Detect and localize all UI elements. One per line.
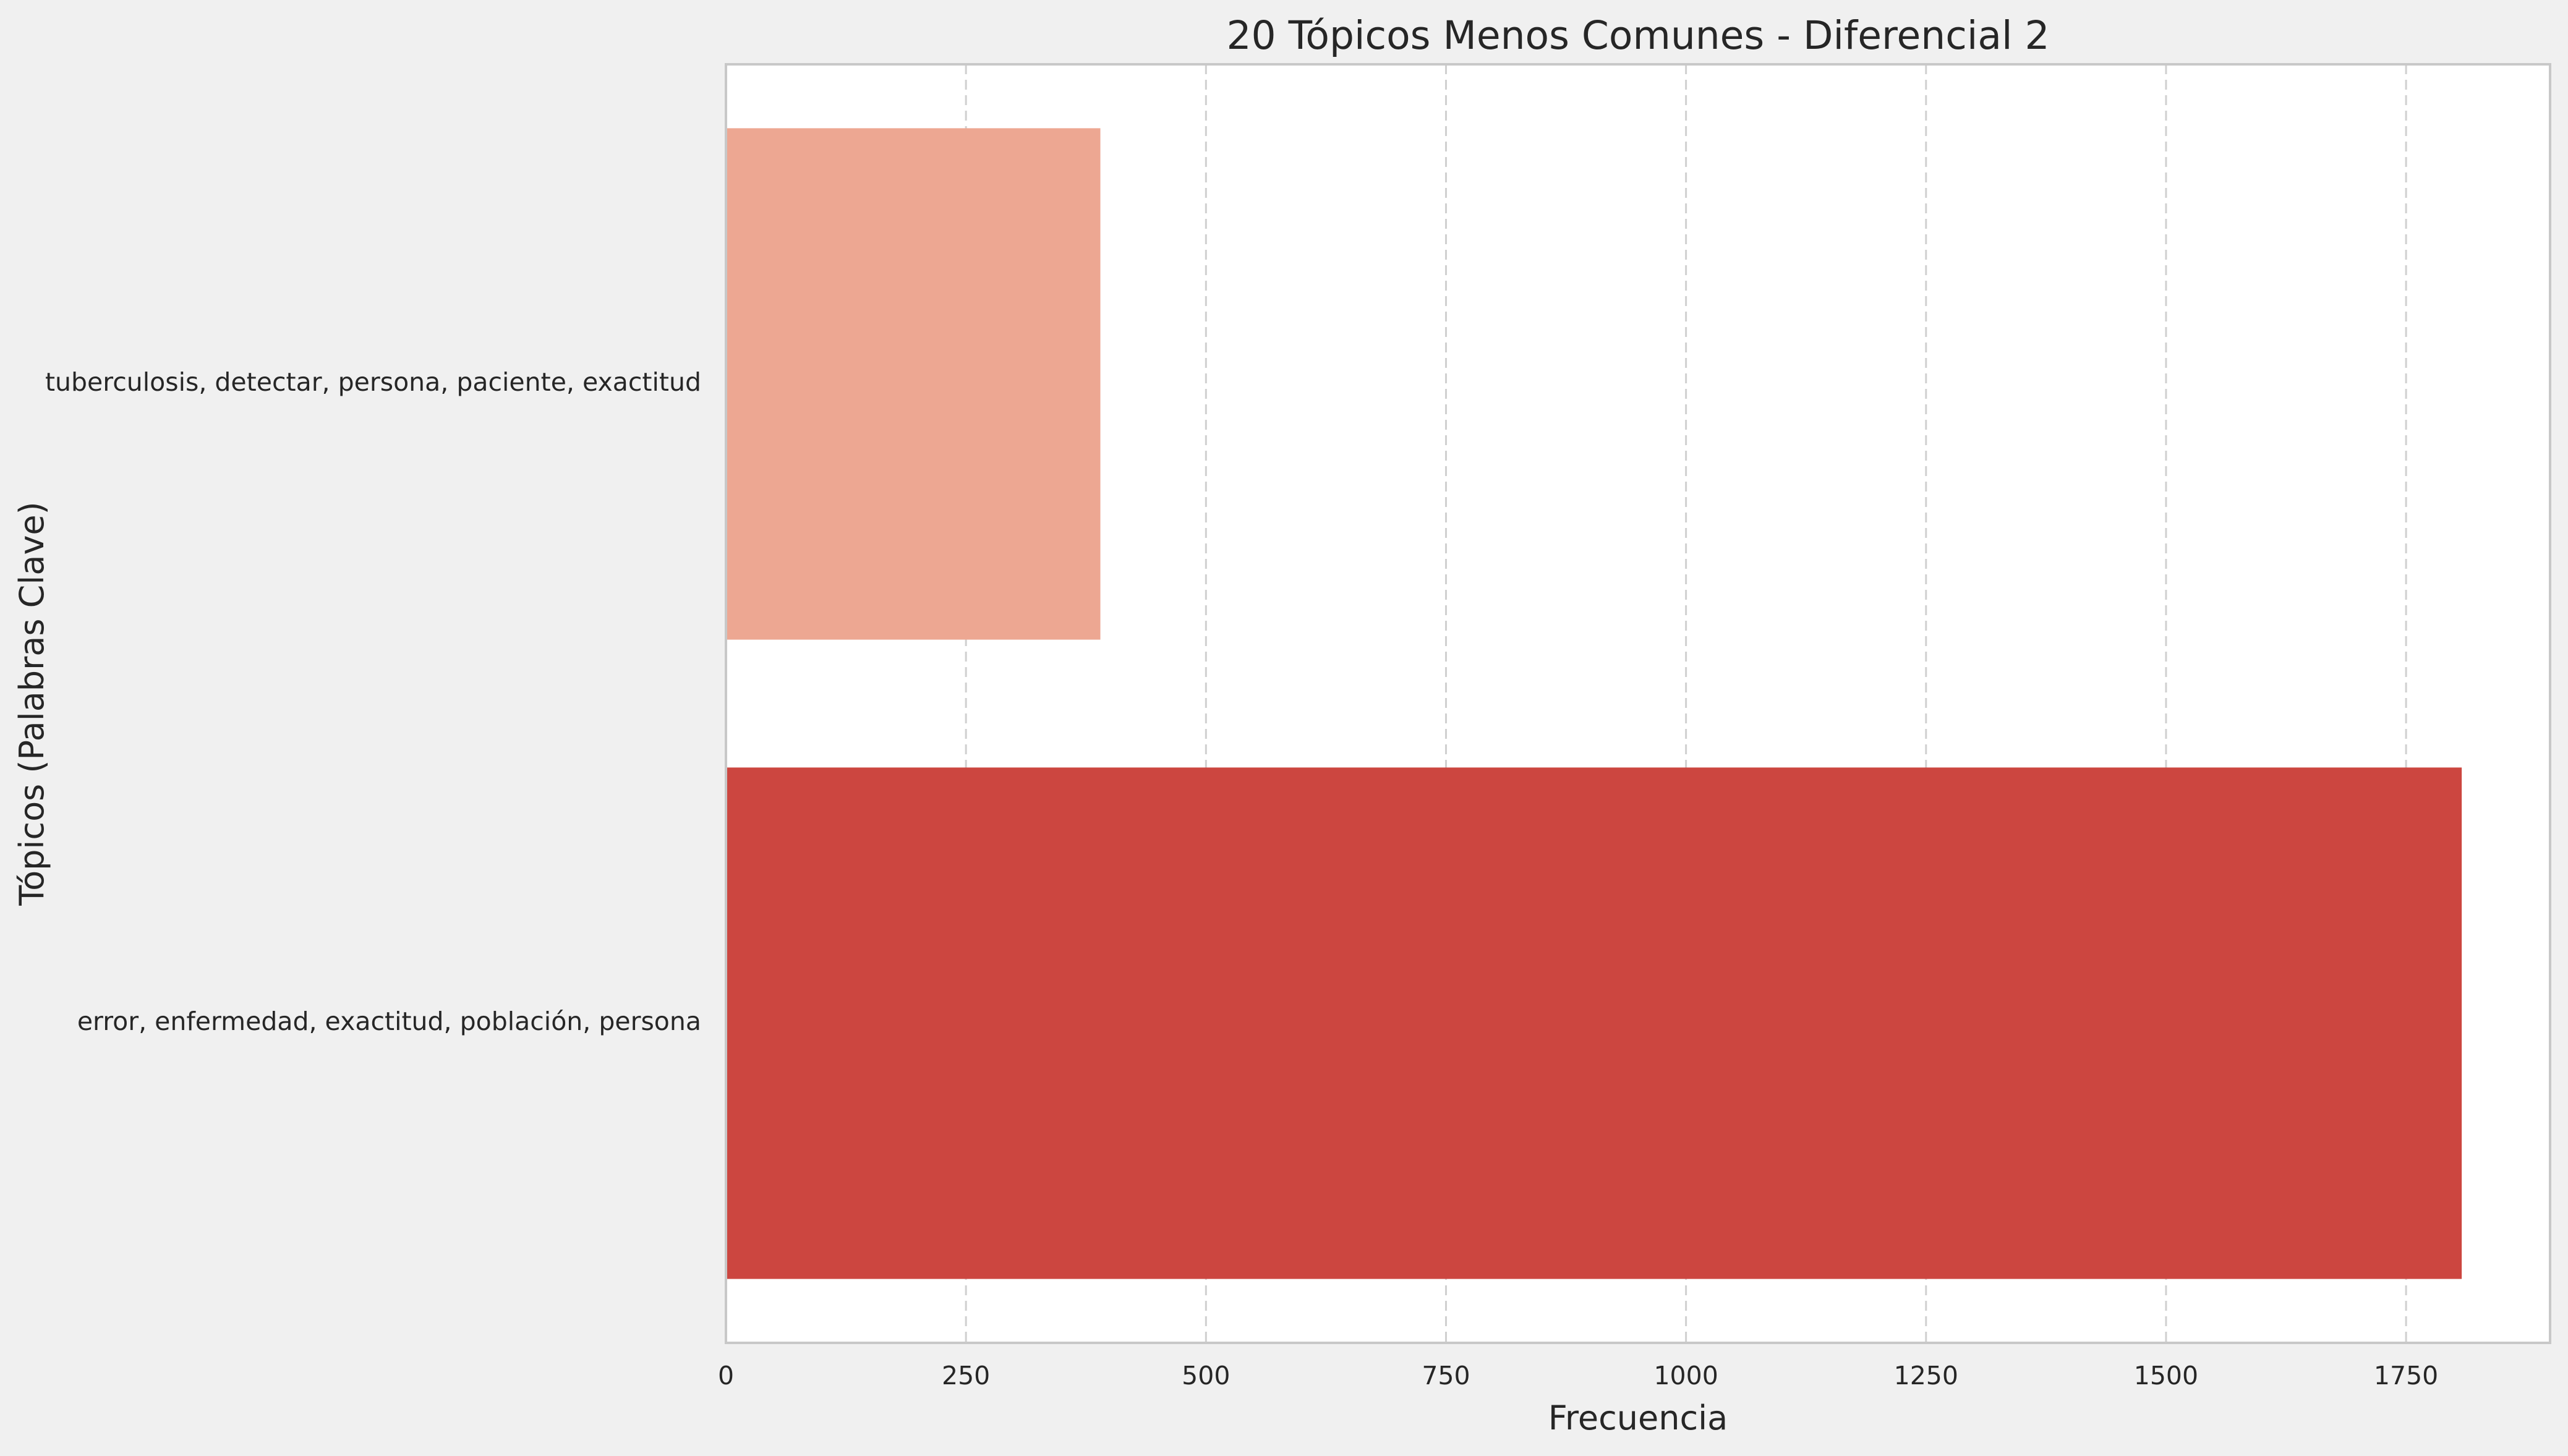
x-tick-label: 250 (942, 1361, 990, 1390)
x-tick-label: 500 (1182, 1361, 1230, 1390)
y-tick-labels: tuberculosis, detectar, persona, pacient… (45, 367, 701, 1036)
x-tick-label: 0 (718, 1361, 734, 1390)
y-axis-label: Tópicos (Palabras Clave) (12, 501, 51, 906)
grid-lines (965, 64, 2407, 1343)
y-tick-label: tuberculosis, detectar, persona, pacient… (45, 367, 701, 397)
x-tick-label: 1000 (1653, 1361, 1718, 1390)
y-tick-label: error, enfermedad, exactitud, población,… (77, 1007, 701, 1036)
bar (726, 128, 1101, 640)
chart-title: 20 Tópicos Menos Comunes - Diferencial 2 (1226, 13, 2049, 58)
x-tick-label: 750 (1422, 1361, 1470, 1390)
plot-frame (725, 63, 2551, 1344)
x-tick-label: 1500 (2134, 1361, 2198, 1390)
bars (726, 128, 2462, 1279)
bar (726, 767, 2462, 1279)
x-tick-labels: 0 250 500 750 1000 1250 1500 1750 (718, 1361, 2438, 1390)
x-axis-label: Frecuencia (1548, 1399, 1728, 1437)
x-tick-label: 1750 (2374, 1361, 2438, 1390)
x-tick-label: 1250 (1894, 1361, 1958, 1390)
